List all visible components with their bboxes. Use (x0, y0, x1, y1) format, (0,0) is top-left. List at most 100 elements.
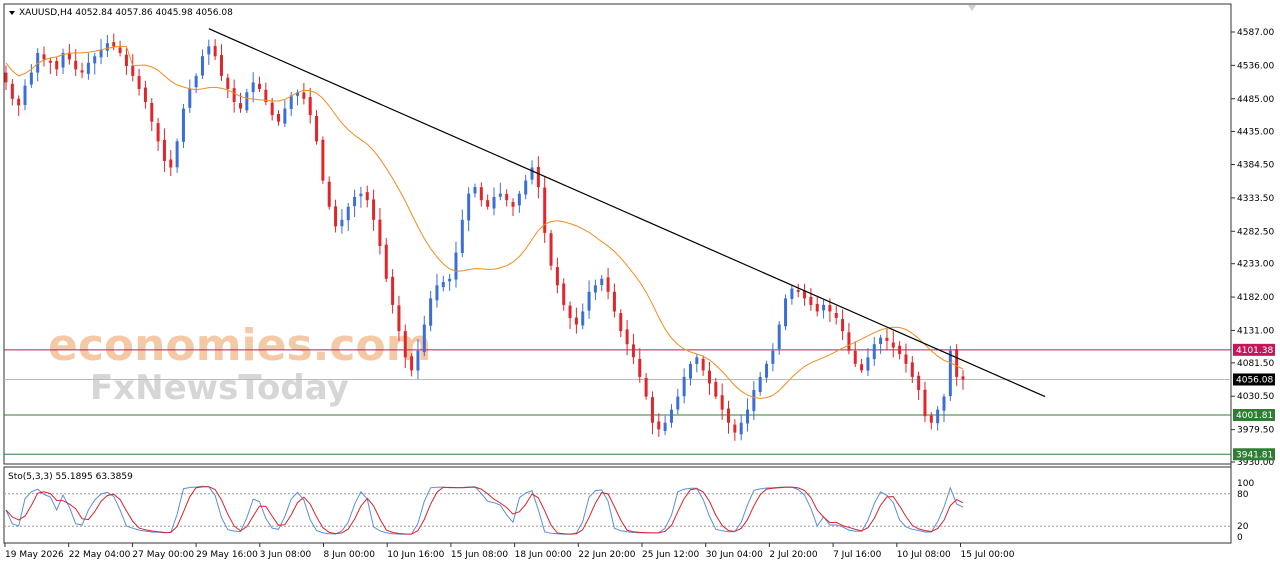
candle-body (885, 337, 889, 341)
candle-body (898, 345, 902, 355)
candle-body (137, 76, 141, 89)
candle-body (714, 381, 718, 397)
trendline-group (208, 28, 1046, 398)
candle-body (758, 376, 762, 392)
candle-body (378, 219, 382, 247)
price-tick-label: 4333.50 (1237, 194, 1274, 204)
stoch-tick-label: 0 (1237, 533, 1243, 543)
candle-body (486, 200, 490, 207)
candle-body (410, 356, 414, 371)
candle-body (650, 397, 654, 423)
stoch-header: Sto(5,3,3) 55.1895 63.3859 (8, 472, 133, 482)
candle-body (815, 303, 819, 312)
candle-body (397, 305, 401, 332)
candle-body (162, 139, 166, 161)
time-tick-label: 25 Jun 12:00 (642, 550, 699, 560)
candle-body (593, 285, 597, 293)
dropdown-icon[interactable] (9, 11, 15, 15)
stoch-tick-label: 20 (1237, 522, 1249, 532)
candle-body (695, 357, 699, 364)
candle-body (448, 278, 452, 282)
ma-line (5, 45, 964, 399)
candle-body (219, 55, 223, 76)
candle-body (765, 363, 769, 378)
candle-body (422, 324, 426, 353)
candle-body (416, 350, 420, 371)
candle-body (790, 288, 794, 300)
candle-body (454, 252, 458, 280)
candle-body (961, 376, 965, 380)
candle-body (498, 193, 502, 197)
candle-body (492, 196, 496, 209)
watermark-line1: economies.com (48, 320, 432, 371)
candle-body (29, 72, 33, 85)
time-tick-label: 22 May 04:00 (69, 550, 131, 560)
candle-body (948, 350, 952, 397)
candle-body (707, 370, 711, 384)
price-tick-label: 3930.00 (1237, 458, 1274, 468)
candle-body (384, 244, 388, 279)
candle-body (625, 329, 629, 345)
time-tick-label: 29 May 16:00 (196, 550, 258, 560)
candle-body (872, 344, 876, 360)
candle-body (891, 342, 895, 348)
candle-body (739, 422, 743, 435)
candle-body (238, 103, 242, 109)
candle-body (334, 206, 338, 227)
time-tick-label: 22 Jun 20:00 (578, 550, 635, 560)
price-tick-label: 4485.00 (1237, 95, 1274, 105)
time-tick-label: 18 Jun 00:00 (515, 550, 572, 560)
candle-body (327, 181, 331, 207)
time-tick-label: 19 May 2026 (5, 550, 64, 560)
candle-body (631, 344, 635, 358)
candle-body (296, 92, 300, 96)
shift-marker-icon[interactable] (968, 5, 976, 11)
price-tick-label: 4435.00 (1237, 127, 1274, 137)
candle-body (847, 332, 851, 351)
candle-body (359, 193, 363, 197)
candle-body (86, 62, 90, 74)
candle-body (688, 363, 692, 379)
stoch-pane (3, 466, 1232, 544)
candle-body (460, 219, 464, 253)
candle-body (644, 377, 648, 397)
price-tick-label: 4233.00 (1237, 260, 1274, 270)
candle-body (372, 199, 376, 220)
candle-body (93, 56, 97, 64)
candle-body (181, 108, 185, 142)
candle-body (606, 277, 610, 292)
price-tick-label: 4030.50 (1237, 392, 1274, 402)
candle-body (131, 65, 135, 76)
candle-body (42, 54, 46, 60)
candle-body (841, 319, 845, 332)
candle-body (682, 376, 686, 397)
candle-body (676, 396, 680, 410)
candle-body (270, 102, 274, 116)
candle-body (467, 193, 471, 221)
candle-body (10, 83, 14, 99)
candle-body (619, 313, 623, 332)
candle-body (74, 60, 78, 70)
candle-body (194, 75, 198, 88)
candle-body (929, 415, 933, 423)
candle-body (200, 56, 204, 76)
price-tick-label: 3979.50 (1237, 426, 1274, 436)
candle-body (479, 187, 483, 201)
candle-body (232, 88, 236, 103)
candle-body (289, 95, 293, 109)
candle-body (524, 180, 528, 195)
candle-body (669, 409, 673, 423)
candle-body (562, 283, 566, 305)
candle-body (505, 194, 509, 201)
candle-body (555, 267, 559, 286)
candle-body (251, 82, 255, 93)
candle-body (105, 43, 109, 51)
price-tick-label: 4384.50 (1237, 161, 1274, 171)
candle-body (822, 304, 826, 311)
candle-body (188, 88, 192, 108)
symbol-header: XAUUSD,H4 4052.84 4057.86 4045.98 4056.0… (19, 8, 233, 18)
candle-body (150, 102, 154, 122)
candle-body (536, 166, 540, 188)
candle-body (543, 187, 547, 233)
